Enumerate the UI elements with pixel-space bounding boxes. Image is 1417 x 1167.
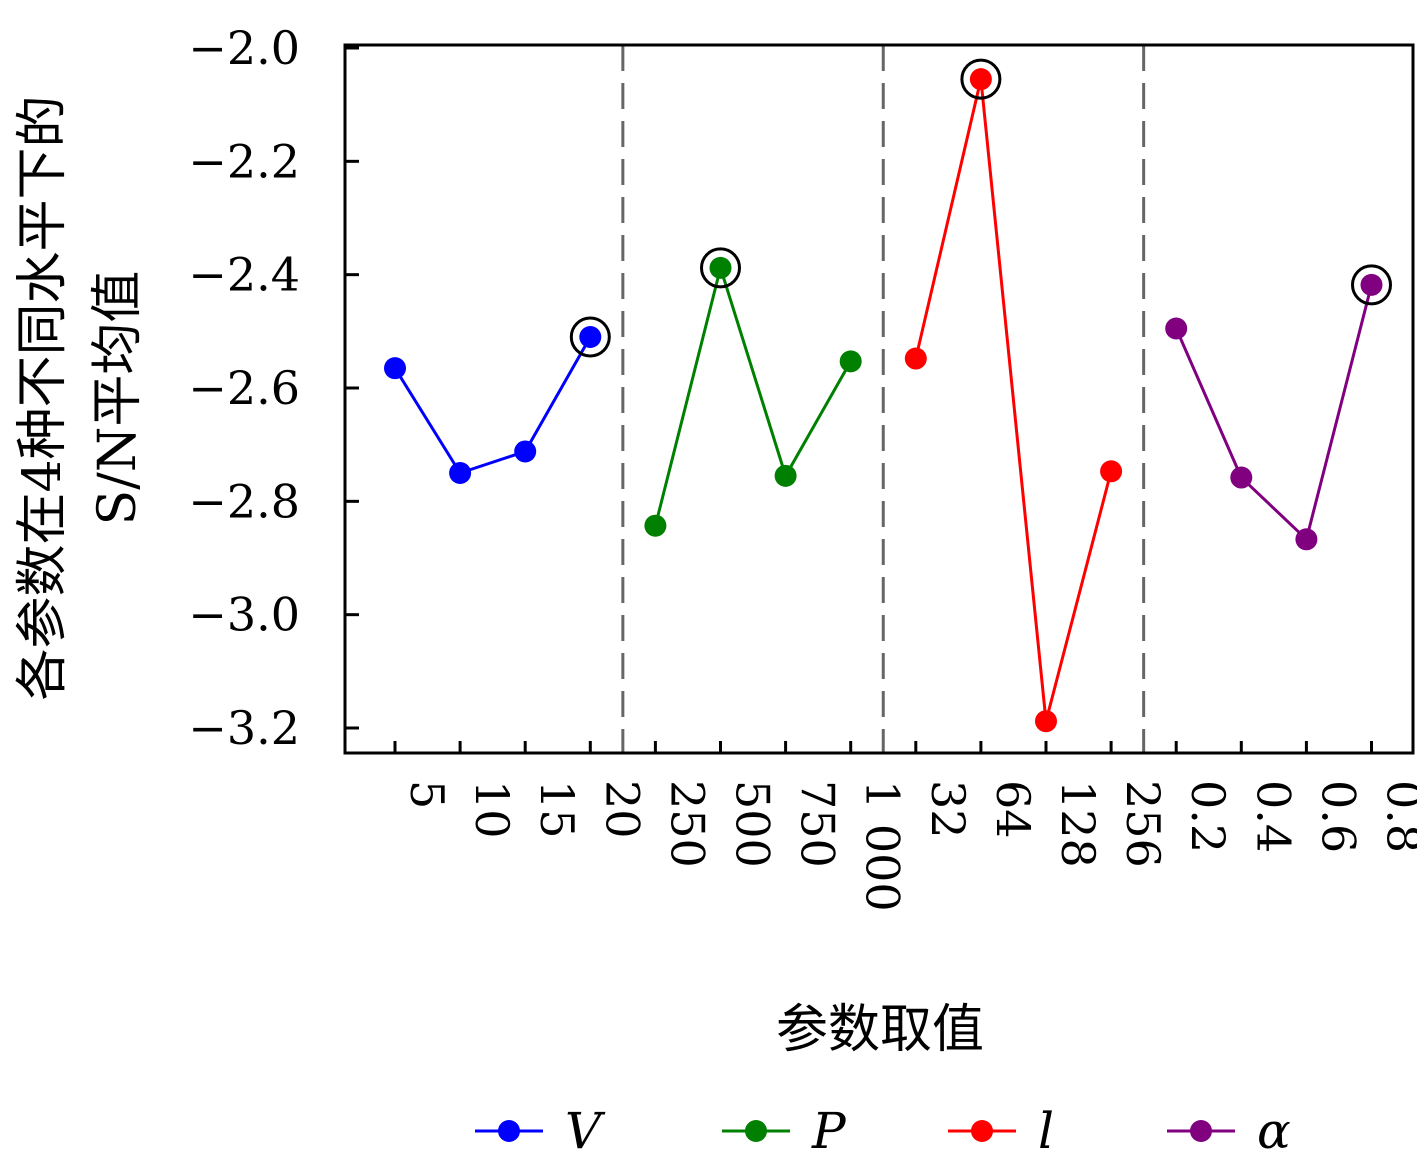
y-tick-label: −3.0 [188, 588, 300, 642]
legend-label: V [565, 1102, 606, 1160]
optimal-level-marker [700, 247, 741, 289]
plot-frame [343, 43, 1415, 755]
x-tick-label: 0.8 [1377, 780, 1417, 853]
x-tick-label: 15 [530, 780, 584, 839]
legend-marker-V [498, 1120, 520, 1142]
x-tick-label: 32 [921, 780, 975, 839]
series-layer [384, 58, 1392, 733]
data-point [709, 256, 732, 279]
y-tick-label: −2.8 [188, 474, 300, 528]
y-tick-label: −2.2 [188, 134, 300, 188]
y-tick-label: −2.6 [188, 361, 300, 415]
x-axis-ticks: 5 10 15 20 250 500 750 1 000 32 64 128 256 0.2 0.4 0.6… [393, 741, 1417, 912]
x-tick-label: 750 [791, 780, 845, 868]
data-point [774, 464, 797, 487]
x-tick-label: 0.6 [1311, 780, 1365, 853]
x-tick-label: 128 [1051, 780, 1105, 868]
x-tick-label: 256 [1116, 780, 1170, 868]
data-point [644, 514, 667, 537]
x-tick-label: 1 000 [856, 780, 910, 912]
data-point [969, 68, 992, 91]
x-axis-title: 参数取值 [776, 1000, 984, 1060]
x-tick-label: 250 [660, 780, 714, 868]
data-point [449, 462, 472, 484]
group-separators [621, 45, 1146, 753]
y-axis-title-line1: 各参数在4种不同水平下的 [13, 95, 73, 700]
x-tick-label: 64 [986, 780, 1040, 839]
legend-marker-l [971, 1120, 993, 1142]
legend-label: α [1257, 1102, 1291, 1160]
optimal-level-marker [960, 58, 1002, 100]
data-point [1165, 317, 1188, 340]
x-tick-label: 10 [465, 780, 519, 839]
data-point [1295, 528, 1318, 551]
data-point [1100, 460, 1123, 483]
x-tick-label: 500 [726, 780, 780, 868]
series-line-P [653, 262, 853, 527]
data-point [514, 440, 537, 463]
x-tick-label: 5 [400, 780, 454, 809]
y-tick-label: −2.4 [188, 248, 300, 302]
data-point [384, 357, 406, 380]
y-tick-label: −2.0 [188, 21, 300, 75]
series-line-l [914, 78, 1113, 722]
x-tick-label: 0.2 [1181, 780, 1235, 853]
data-point [839, 350, 862, 373]
y-axis-title: 各参数在4种不同水平下的 S/N平均值 [13, 95, 148, 700]
legend-label: l [1038, 1102, 1054, 1160]
optimal-level-marker [1351, 264, 1392, 306]
y-axis-ticks: −2.0 −2.2 −2.4 −2.6 −2.8 −3.0 −3.2 [188, 21, 359, 755]
data-point [1360, 273, 1383, 296]
y-tick-label: −3.2 [188, 701, 300, 755]
x-tick-label: 0.4 [1246, 780, 1300, 853]
data-point [1035, 710, 1057, 733]
data-point [579, 326, 602, 348]
legend-marker-α [1190, 1120, 1212, 1142]
series-line-α [1174, 284, 1373, 543]
legend-label: P [811, 1102, 847, 1160]
data-point [1230, 466, 1253, 489]
x-tick-label: 20 [595, 780, 649, 839]
legend-marker-P [745, 1120, 767, 1142]
data-point [904, 347, 927, 370]
optimal-level-marker [569, 316, 611, 358]
y-axis-title-line2: S/N平均值 [88, 271, 148, 526]
series-line-V [393, 336, 592, 475]
